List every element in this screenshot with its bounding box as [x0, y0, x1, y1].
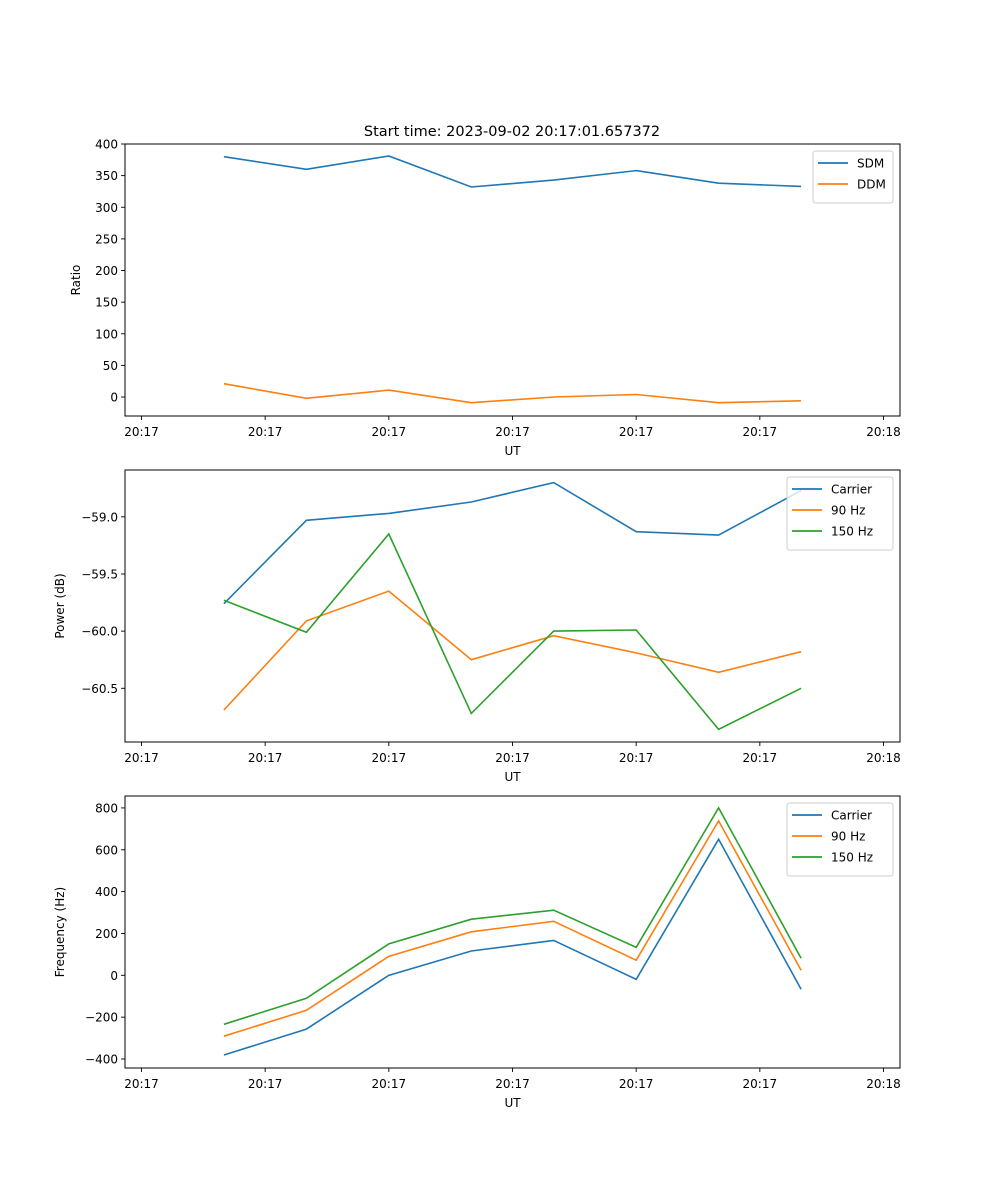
x-axis-label: UT — [504, 770, 521, 784]
y-tick-label: 300 — [95, 201, 118, 215]
y-tick-label: 50 — [103, 359, 118, 373]
series-line-carrier — [223, 481, 802, 605]
x-tick-label: 20:17 — [619, 1077, 654, 1091]
x-tick-label: 20:17 — [495, 751, 530, 765]
legend-label: 90 Hz — [831, 830, 865, 844]
subplot-2: −60.5 −60.0 −59.5 −59.0 20:17 20:17 20:17 20:17… — [53, 469, 901, 784]
y-tick-label: −60.5 — [81, 682, 118, 696]
x-tick-label: 20:17 — [372, 425, 407, 439]
legend: SDM DDM — [812, 150, 894, 204]
legend-label: 150 Hz — [831, 851, 873, 865]
y-tick-label: −400 — [85, 1053, 118, 1067]
y-axis-label: Frequency (Hz) — [53, 887, 67, 978]
y-tick-label: 400 — [95, 138, 118, 152]
figure-title: Start time: 2023-09-02 20:17:01.657372 — [364, 124, 660, 140]
y-tick-label: 250 — [95, 232, 118, 246]
y-tick-label: 0 — [110, 391, 118, 405]
x-tick-label: 20:17 — [619, 425, 654, 439]
x-tick-label: 20:17 — [495, 425, 530, 439]
y-axis-label: Power (dB) — [53, 573, 67, 638]
y-tick-label: −59.5 — [81, 568, 118, 582]
series-line-carrier — [223, 837, 802, 1056]
legend: Carrier 90 Hz 150 Hz — [786, 476, 894, 551]
legend-label: Carrier — [831, 483, 872, 497]
y-tick-label: 100 — [95, 327, 118, 341]
legend-frame — [812, 150, 894, 204]
legend-label: 150 Hz — [831, 525, 873, 539]
x-tick-label: 20:17 — [124, 1077, 159, 1091]
y-tick-label: 400 — [95, 885, 118, 899]
series-line-ddm — [223, 382, 802, 404]
y-tick-label: −60.0 — [81, 625, 118, 639]
legend-label: 90 Hz — [831, 504, 865, 518]
x-axis-label: UT — [504, 1096, 521, 1110]
legend-label: DDM — [857, 178, 886, 192]
x-tick-label: 20:17 — [743, 751, 778, 765]
y-axis-label: Ratio — [69, 265, 83, 296]
y-tick-label: 0 — [110, 969, 118, 983]
legend-label: SDM — [857, 157, 884, 171]
y-tick-label: 800 — [95, 801, 118, 815]
series-line-150-hz — [223, 532, 802, 731]
x-tick-label: 20:18 — [866, 425, 901, 439]
subplots: 0 50 100 150 200 250 300 350 400 20:17 20:17 20:17 2… — [53, 138, 901, 1111]
y-tick-label: 150 — [95, 296, 118, 310]
x-tick-label: 20:17 — [372, 1077, 407, 1091]
y-tick-label: −59.0 — [81, 510, 118, 524]
series-line-sdm — [223, 155, 802, 188]
y-tick-label: −200 — [85, 1011, 118, 1025]
y-tick-label: 200 — [95, 264, 118, 278]
x-tick-label: 20:17 — [248, 1077, 283, 1091]
x-tick-label: 20:17 — [372, 751, 407, 765]
x-axis-label: UT — [504, 444, 521, 458]
legend-label: Carrier — [831, 809, 872, 823]
legend: Carrier 90 Hz 150 Hz — [786, 802, 894, 877]
x-tick-label: 20:18 — [866, 1077, 901, 1091]
y-tick-label: 350 — [95, 169, 118, 183]
y-tick-label: 600 — [95, 843, 118, 857]
x-tick-label: 20:17 — [743, 1077, 778, 1091]
x-tick-label: 20:17 — [124, 751, 159, 765]
x-tick-label: 20:17 — [124, 425, 159, 439]
x-tick-label: 20:18 — [866, 751, 901, 765]
x-tick-label: 20:17 — [743, 425, 778, 439]
series-line-90-hz — [223, 819, 802, 1037]
y-tick-label: 200 — [95, 927, 118, 941]
subplot-3: −400 −200 0 200 400 600 800 20:17 20:17 20:17 20:1… — [53, 795, 901, 1110]
x-tick-label: 20:17 — [248, 425, 283, 439]
x-tick-label: 20:17 — [495, 1077, 530, 1091]
series-line-150-hz — [223, 806, 802, 1026]
x-tick-label: 20:17 — [248, 751, 283, 765]
subplot-1: 0 50 100 150 200 250 300 350 400 20:17 20:17 20:17 2… — [69, 138, 901, 459]
x-tick-label: 20:17 — [619, 751, 654, 765]
